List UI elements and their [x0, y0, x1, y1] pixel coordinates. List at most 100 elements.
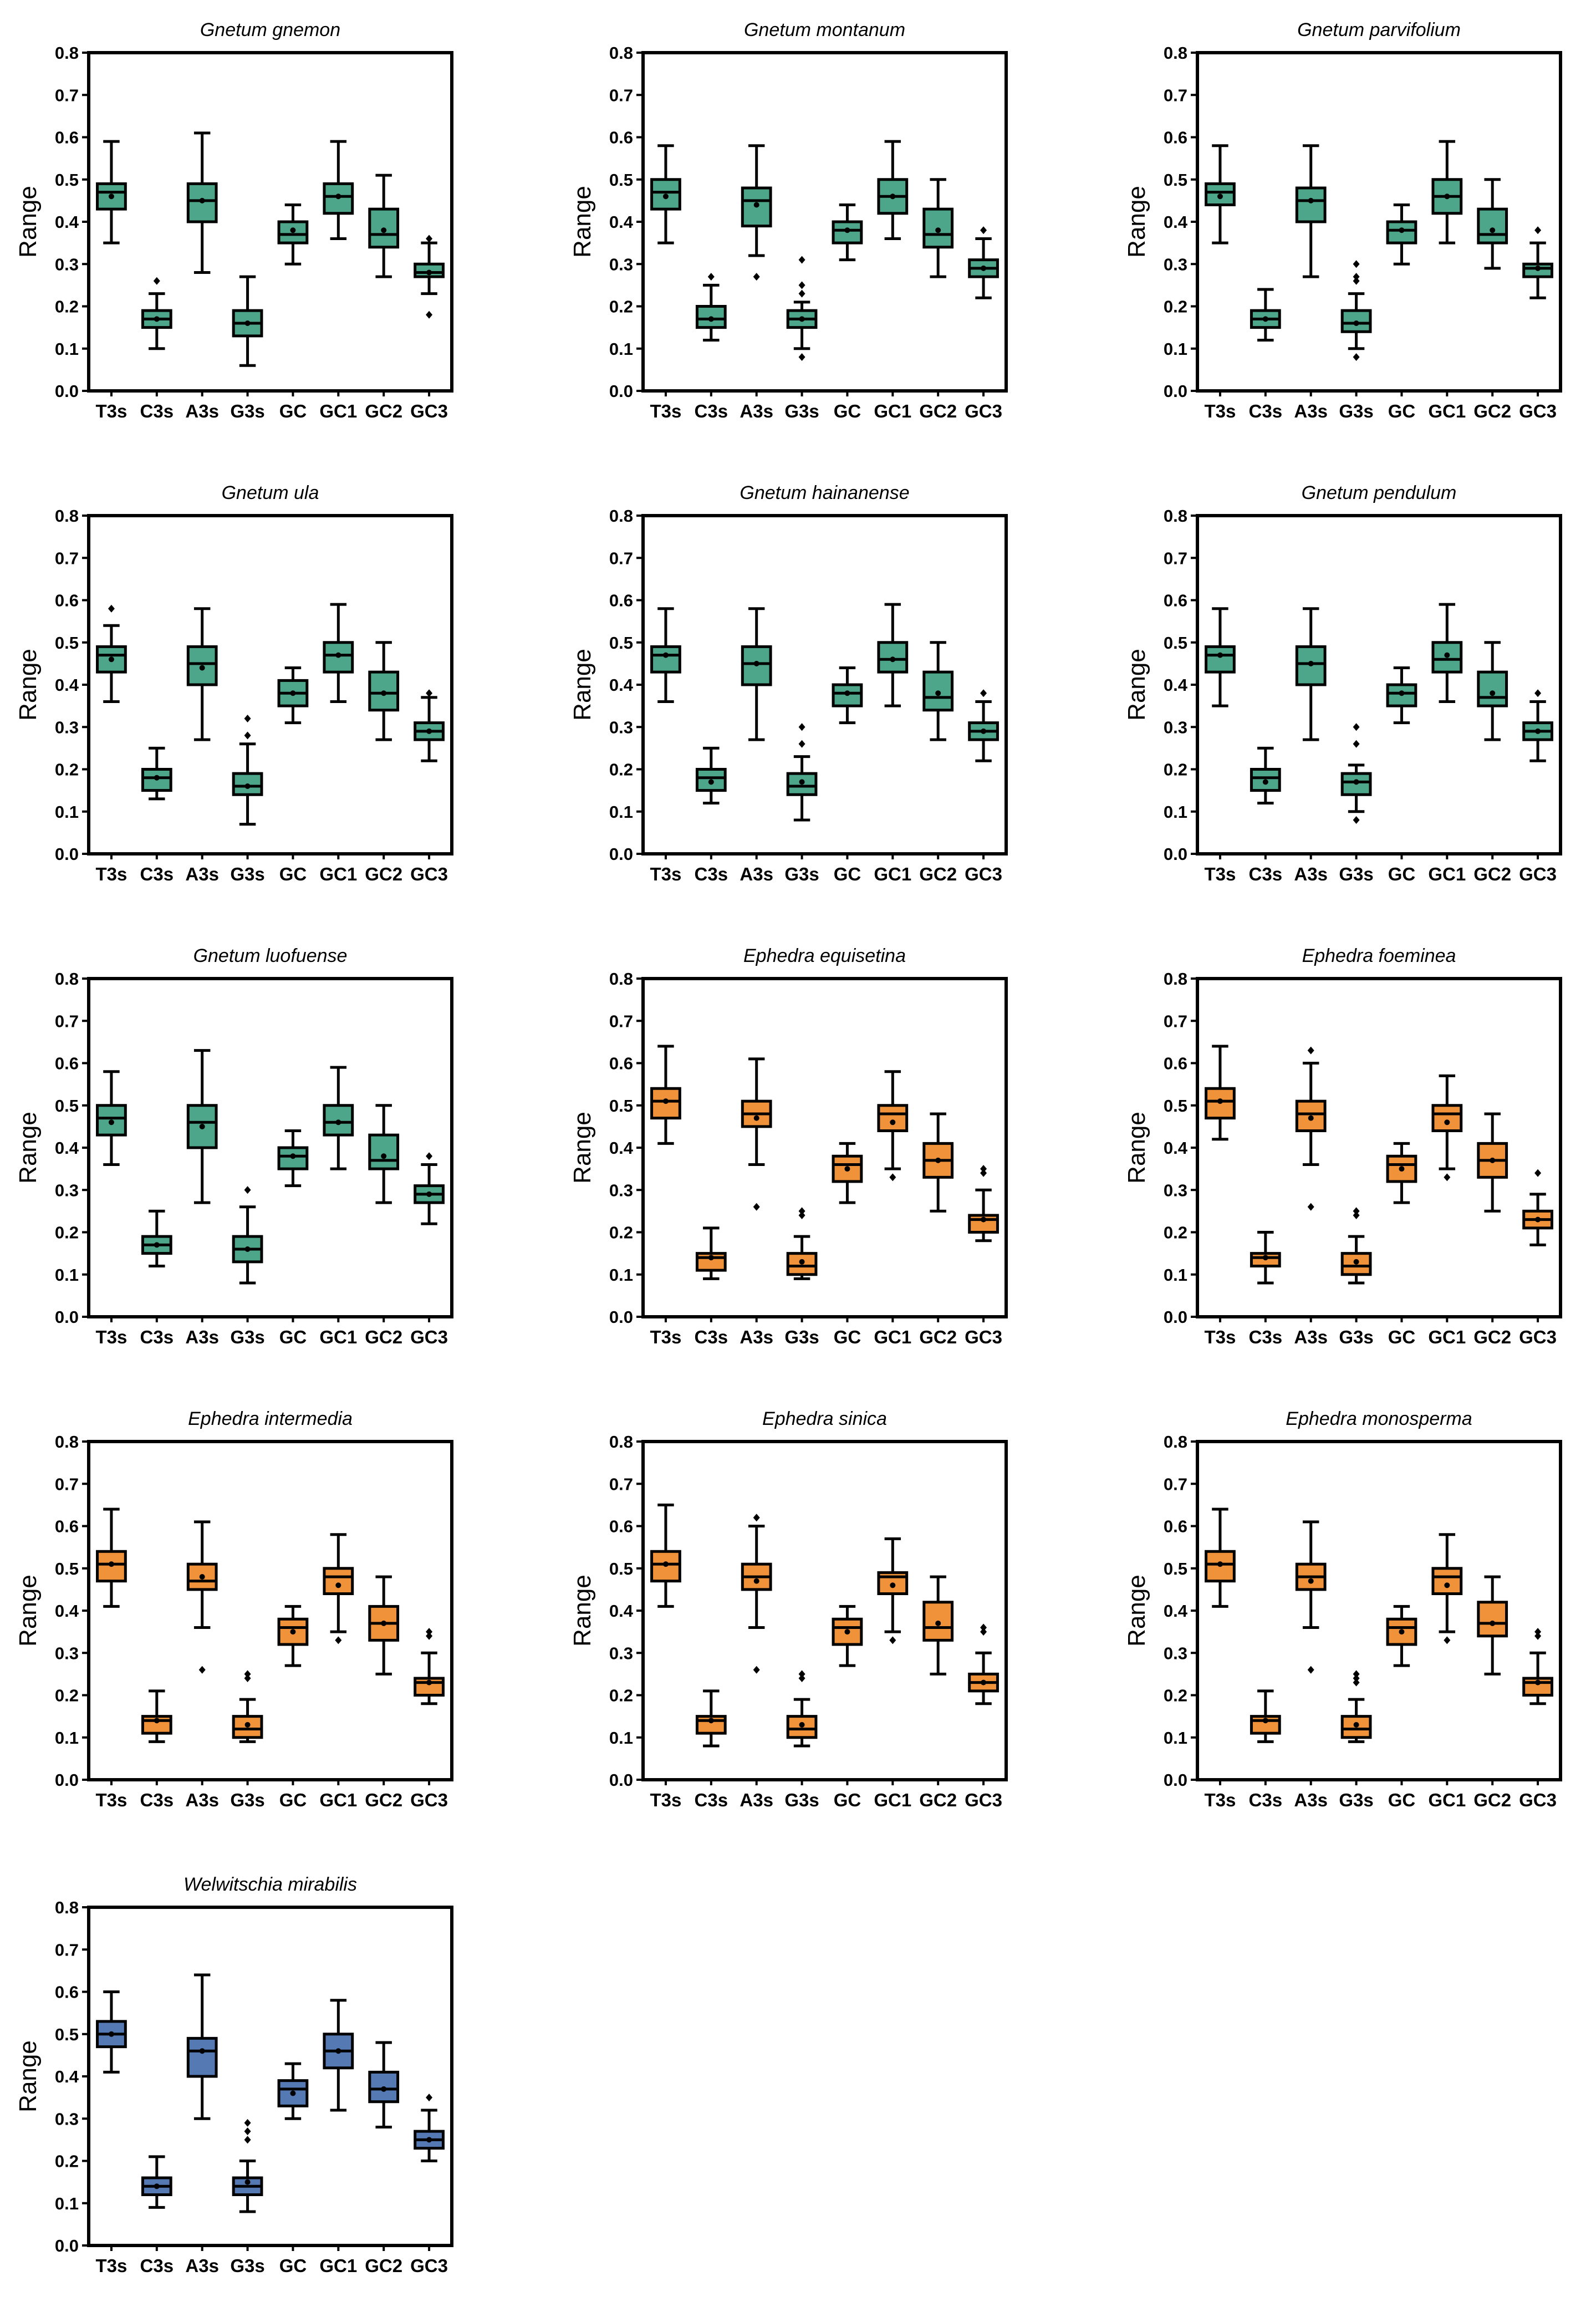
outlier-point: [1353, 723, 1360, 731]
y-tick-label: 0.5: [1164, 1096, 1187, 1116]
outlier-point: [1444, 1173, 1451, 1182]
box: [650, 645, 681, 674]
panel: Ephedra foeminea Range 0.0 0.1 0.2 0.3 0.4 0.5 0…: [1123, 945, 1562, 1347]
y-tick-label: 0.2: [609, 297, 633, 317]
mean-marker: [1353, 320, 1359, 326]
x-tick-label: GC1: [1428, 864, 1466, 884]
box: [368, 1133, 400, 1170]
y-tick-label: 0.8: [609, 1432, 633, 1452]
y-tick-label: 0.8: [55, 969, 79, 989]
y-tick-label: 0.8: [55, 506, 79, 526]
y-tick-label: 0.3: [1164, 254, 1187, 274]
outlier-point: [426, 310, 433, 319]
panel: Ephedra sinica Range 0.0 0.1 0.2 0.3 0.4 0.5 0.6…: [569, 1408, 1008, 1810]
mean-marker: [1399, 227, 1405, 233]
outlier-point: [1353, 1678, 1360, 1687]
mean-marker: [890, 193, 896, 200]
mean-marker: [1262, 779, 1268, 785]
y-axis-label: Range: [14, 186, 42, 258]
mean-marker: [981, 265, 987, 271]
mean-marker: [244, 783, 251, 789]
mean-marker: [1490, 690, 1496, 696]
mean-marker: [154, 2183, 160, 2189]
outlier-point: [1353, 260, 1360, 268]
outlier-point: [1353, 353, 1360, 361]
outlier-point: [1353, 277, 1360, 285]
mean-marker: [1399, 690, 1405, 696]
panel: Gnetum ula Range 0.0 0.1 0.2 0.3 0.4 0.5 0.6 0.7 0…: [14, 482, 453, 884]
x-tick-label: T3s: [96, 401, 128, 421]
box: [968, 1214, 999, 1234]
mean-marker: [935, 1157, 941, 1163]
plot-frame: [641, 51, 1008, 393]
x-tick-label: A3s: [740, 1790, 773, 1810]
outlier-point: [980, 689, 987, 697]
mean-marker: [753, 202, 759, 208]
panel: Ephedra equisetina Range 0.0 0.1 0.2 0.3 0.4 0.…: [569, 945, 1008, 1347]
y-tick-label: 0.4: [609, 212, 634, 232]
y-tick-label: 0.0: [55, 2236, 79, 2255]
mean-marker: [1399, 1166, 1405, 1172]
outlier-point: [1534, 226, 1542, 235]
x-tick-label: GC3: [965, 1327, 1002, 1347]
outlier-point: [1353, 1211, 1360, 1219]
y-tick-label: 0.6: [1164, 1054, 1187, 1073]
mean-marker: [799, 1259, 805, 1265]
x-tick-label: A3s: [740, 1327, 773, 1347]
outlier-point: [798, 281, 805, 289]
x-tick-label: GC2: [1473, 401, 1511, 421]
outlier-point: [244, 715, 251, 722]
x-tick-label: GC: [1388, 1327, 1416, 1347]
box: [1477, 670, 1508, 707]
x-tick-label: GC3: [965, 864, 1002, 884]
x-tick-label: GC3: [1519, 1327, 1557, 1347]
mean-marker: [1535, 1679, 1541, 1685]
outlier-point: [1353, 273, 1360, 281]
plot-frame: [87, 51, 453, 393]
panel-title: Gnetum gnemon: [200, 19, 340, 40]
panel-title: Gnetum montanum: [744, 19, 905, 40]
mean-marker: [1399, 1629, 1405, 1635]
outlier-point: [980, 226, 987, 235]
x-tick-label: GC3: [965, 1790, 1002, 1810]
mean-marker: [890, 1119, 896, 1126]
mean-marker: [335, 1119, 341, 1126]
y-tick-label: 0.2: [55, 1686, 79, 1705]
plot-frame: [1196, 977, 1562, 1318]
mean-marker: [244, 320, 251, 326]
x-tick-label: GC2: [365, 1327, 402, 1347]
x-tick-label: T3s: [96, 2255, 128, 2276]
mean-marker: [1444, 652, 1450, 658]
mean-marker: [753, 1578, 759, 1584]
x-tick-label: GC2: [365, 401, 402, 421]
mean-marker: [154, 1718, 160, 1724]
y-tick-label: 0.6: [1164, 591, 1187, 610]
y-tick-label: 0.1: [1164, 339, 1187, 359]
x-tick-label: C3s: [140, 1327, 174, 1347]
y-tick-label: 0.0: [55, 1770, 79, 1790]
y-tick-label: 0.6: [1164, 128, 1187, 147]
x-tick-label: T3s: [1205, 864, 1236, 884]
outlier-point: [753, 1203, 760, 1211]
outlier-point: [108, 604, 115, 613]
y-tick-label: 0.4: [609, 675, 634, 695]
panel-title: Gnetum parvifolium: [1297, 19, 1461, 40]
outlier-point: [426, 1632, 433, 1640]
plot-frame: [87, 1440, 453, 1781]
y-tick-label: 0.1: [55, 2194, 79, 2213]
x-tick-label: C3s: [695, 401, 728, 421]
plot-frame: [1196, 514, 1562, 855]
panel-title: Gnetum pendulum: [1302, 482, 1457, 503]
outlier-point: [244, 1670, 251, 1678]
x-tick-label: T3s: [650, 1790, 682, 1810]
outlier-point: [153, 277, 160, 285]
mean-marker: [335, 1582, 341, 1588]
x-tick-label: C3s: [140, 401, 174, 421]
y-tick-label: 0.3: [55, 1180, 79, 1200]
outlier-point: [980, 1165, 987, 1173]
panel-title: Gnetum luofuense: [193, 945, 348, 966]
y-tick-label: 0.1: [609, 802, 633, 822]
mean-marker: [154, 316, 160, 322]
mean-marker: [1262, 1718, 1268, 1724]
y-tick-label: 0.0: [55, 381, 79, 401]
